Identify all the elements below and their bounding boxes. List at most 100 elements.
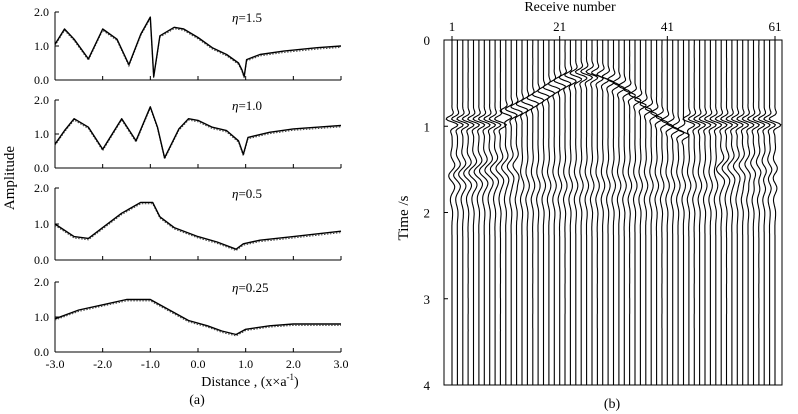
time-tick-label: 3: [424, 292, 431, 307]
exact-curve-solid: [54, 106, 342, 159]
seismic-trace: [537, 40, 550, 385]
x-axis-label-distance: Distance , (x×a-1): [201, 372, 299, 390]
eta-label: η=0.25: [232, 280, 269, 295]
seismic-trace: [585, 40, 599, 385]
seismic-trace: [650, 40, 664, 385]
time-tick-label: 1: [424, 119, 431, 134]
seismic-trace: [493, 40, 508, 385]
x-tick-label: 1.0: [238, 357, 253, 371]
seismic-trace: [456, 40, 470, 385]
y-tick-label: 0.0: [34, 345, 49, 359]
x-tick-label: 0.0: [191, 357, 206, 371]
eta-label: η=0.5: [232, 186, 262, 201]
eta-symbol: η: [232, 186, 238, 201]
eta-label: η=1.5: [232, 10, 262, 25]
seismic-trace: [461, 40, 475, 385]
y-tick-label: 2.0: [34, 93, 49, 107]
eta-symbol: η: [232, 280, 238, 295]
y-tick-label: 1.0: [34, 39, 49, 53]
seismic-trace: [510, 40, 523, 385]
y-tick-label: 2.0: [34, 275, 49, 289]
seismic-trace: [644, 40, 658, 385]
panel-b-caption: (b): [604, 397, 621, 412]
seismic-trace: [719, 40, 734, 385]
receive-number-title: Receive number: [524, 0, 616, 15]
seismic-trace: [499, 40, 513, 385]
x-axis-label-superscript: -1: [287, 372, 295, 382]
y-axis-label-time: Time /s: [396, 195, 412, 240]
y-tick-label: 2.0: [34, 181, 49, 195]
x-axis-label-main: Distance , (x×a: [201, 375, 287, 390]
seismic-trace: [714, 40, 728, 385]
y-tick-label: 2.0: [34, 5, 49, 19]
receiver-tick-label: 41: [661, 19, 674, 34]
seismic-trace: [569, 40, 583, 385]
y-tick-label: 0.0: [34, 73, 49, 87]
y-tick-label: 1.0: [34, 127, 49, 141]
x-tick-label: -2.0: [93, 357, 112, 371]
eta-symbol: η: [232, 98, 238, 113]
approximate-curve-dotted: [54, 203, 342, 252]
receiver-tick-label: 21: [553, 19, 566, 34]
seismic-trace: [472, 40, 486, 385]
y-tick-label: 0.0: [34, 253, 49, 267]
seismic-trace: [531, 40, 545, 385]
seismic-trace: [768, 40, 782, 385]
seismic-trace: [693, 40, 707, 385]
seismic-trace: [763, 40, 777, 385]
seismic-trace: [574, 40, 588, 385]
seismic-trace: [623, 40, 636, 385]
seismic-trace: [548, 40, 561, 385]
time-tick-label: 0: [424, 33, 431, 48]
eta-value: =1.0: [238, 98, 262, 113]
seismic-trace: [746, 40, 761, 385]
eta-value: =0.25: [238, 280, 268, 295]
x-tick-label: 2.0: [286, 357, 301, 371]
seismic-trace: [445, 40, 459, 385]
seismic-trace: [553, 40, 566, 385]
seismic-trace: [617, 40, 631, 385]
seismic-trace: [709, 40, 723, 385]
seismic-trace: [682, 40, 696, 385]
x-tick-label: 3.0: [334, 357, 349, 371]
seismic-trace: [725, 40, 739, 385]
y-axis-label-amplitude: Amplitude: [2, 146, 18, 211]
seismic-trace: [628, 40, 642, 385]
seismic-trace: [666, 40, 679, 385]
receiver-tick-label: 61: [769, 19, 782, 34]
approximate-curve-dotted: [54, 106, 342, 161]
seismic-trace: [483, 40, 497, 385]
eta-symbol: η: [232, 10, 238, 25]
seismic-trace: [687, 40, 701, 385]
eta-label: η=1.0: [232, 98, 262, 113]
seismic-trace: [757, 40, 771, 385]
seismic-trace: [580, 40, 594, 385]
seismic-trace: [703, 40, 717, 385]
seismic-trace: [752, 40, 766, 385]
panel-a-caption: (a): [189, 393, 205, 408]
seismic-trace: [634, 40, 647, 385]
seismic-trace: [542, 40, 556, 385]
seismic-trace: [741, 40, 755, 385]
seismic-trace: [488, 40, 502, 385]
panel-a: 0.01.02.0 η=1.50.01.02.0 η=1.00.01.02.0 η=0…: [34, 5, 349, 371]
seismic-trace: [601, 40, 615, 385]
eta-value: =0.5: [238, 186, 262, 201]
exact-curve-solid: [54, 201, 342, 250]
x-axis-label-close: ): [294, 375, 299, 390]
seismic-trace: [596, 40, 610, 385]
exact-curve-solid: [54, 298, 341, 336]
seismic-trace: [521, 40, 534, 385]
seismic-trace: [515, 40, 529, 385]
seismic-trace: [639, 40, 653, 385]
x-tick-label: -1.0: [141, 357, 160, 371]
seismic-trace: [564, 40, 577, 385]
time-tick-label: 2: [424, 206, 431, 221]
seismic-trace: [736, 40, 750, 385]
approximate-curve-dotted: [54, 16, 342, 79]
seismic-trace: [671, 40, 685, 385]
y-tick-label: 1.0: [34, 310, 49, 324]
receiver-tick-label: 1: [449, 19, 456, 34]
seismic-trace: [477, 40, 491, 385]
